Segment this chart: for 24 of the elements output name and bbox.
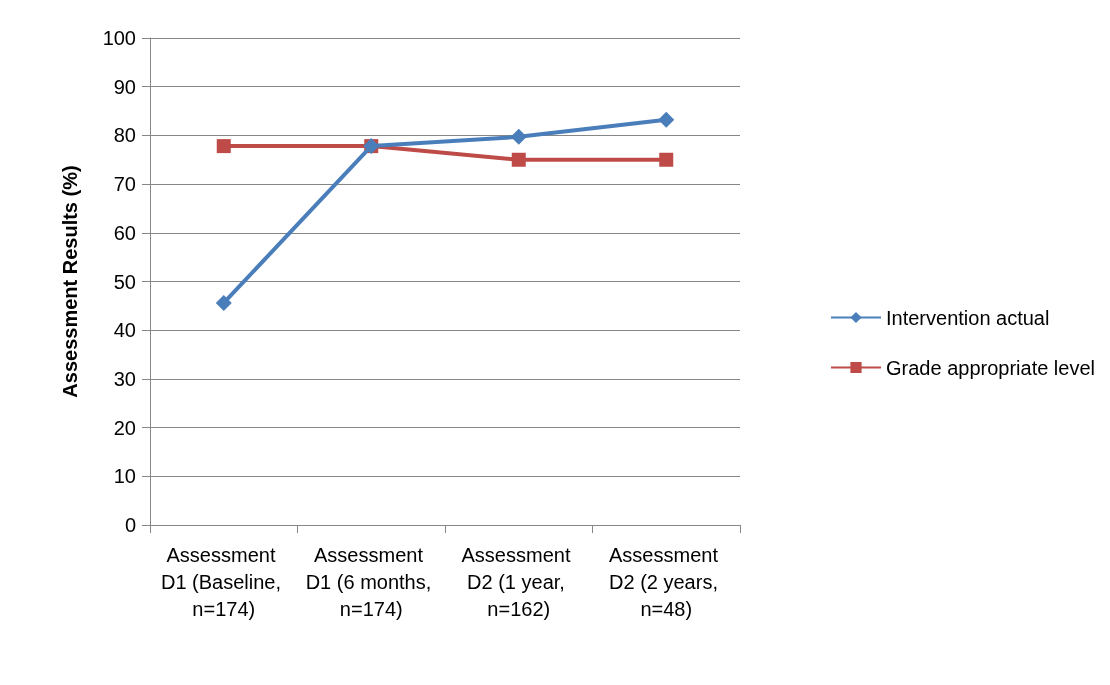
legend-label: Grade appropriate level	[885, 356, 1095, 379]
point	[511, 152, 526, 167]
y-tick-label: 20	[113, 416, 136, 439]
point	[510, 128, 527, 145]
point	[215, 294, 232, 311]
x-tick-label: Assessment D1 (6 months, n=174)	[305, 543, 437, 620]
x-tick-label: Assessment D1 (Baseline, n=174)	[160, 543, 287, 620]
y-tick-label: 0	[124, 514, 136, 536]
y-tick-label: 90	[113, 75, 136, 98]
point	[216, 139, 231, 154]
y-tick-label: 30	[113, 367, 136, 390]
y-tick-label: 80	[113, 124, 136, 147]
y-axis-title: Assessment Results (%)	[59, 165, 81, 398]
point	[658, 111, 675, 128]
y-tick-label: 50	[113, 270, 136, 293]
y-tick-label: 40	[113, 319, 136, 342]
point	[659, 152, 674, 167]
y-tick-label: 10	[113, 465, 136, 488]
y-tick-label: 100	[102, 27, 136, 49]
legend-label: Intervention actual	[885, 306, 1050, 329]
y-tick-label: 70	[113, 173, 136, 196]
x-tick-label: Assessment D2 (1 year, n=162)	[461, 543, 576, 620]
y-tick-label: 60	[113, 221, 136, 244]
x-tick-label: Assessment D2 (2 years, n=48)	[609, 543, 724, 620]
